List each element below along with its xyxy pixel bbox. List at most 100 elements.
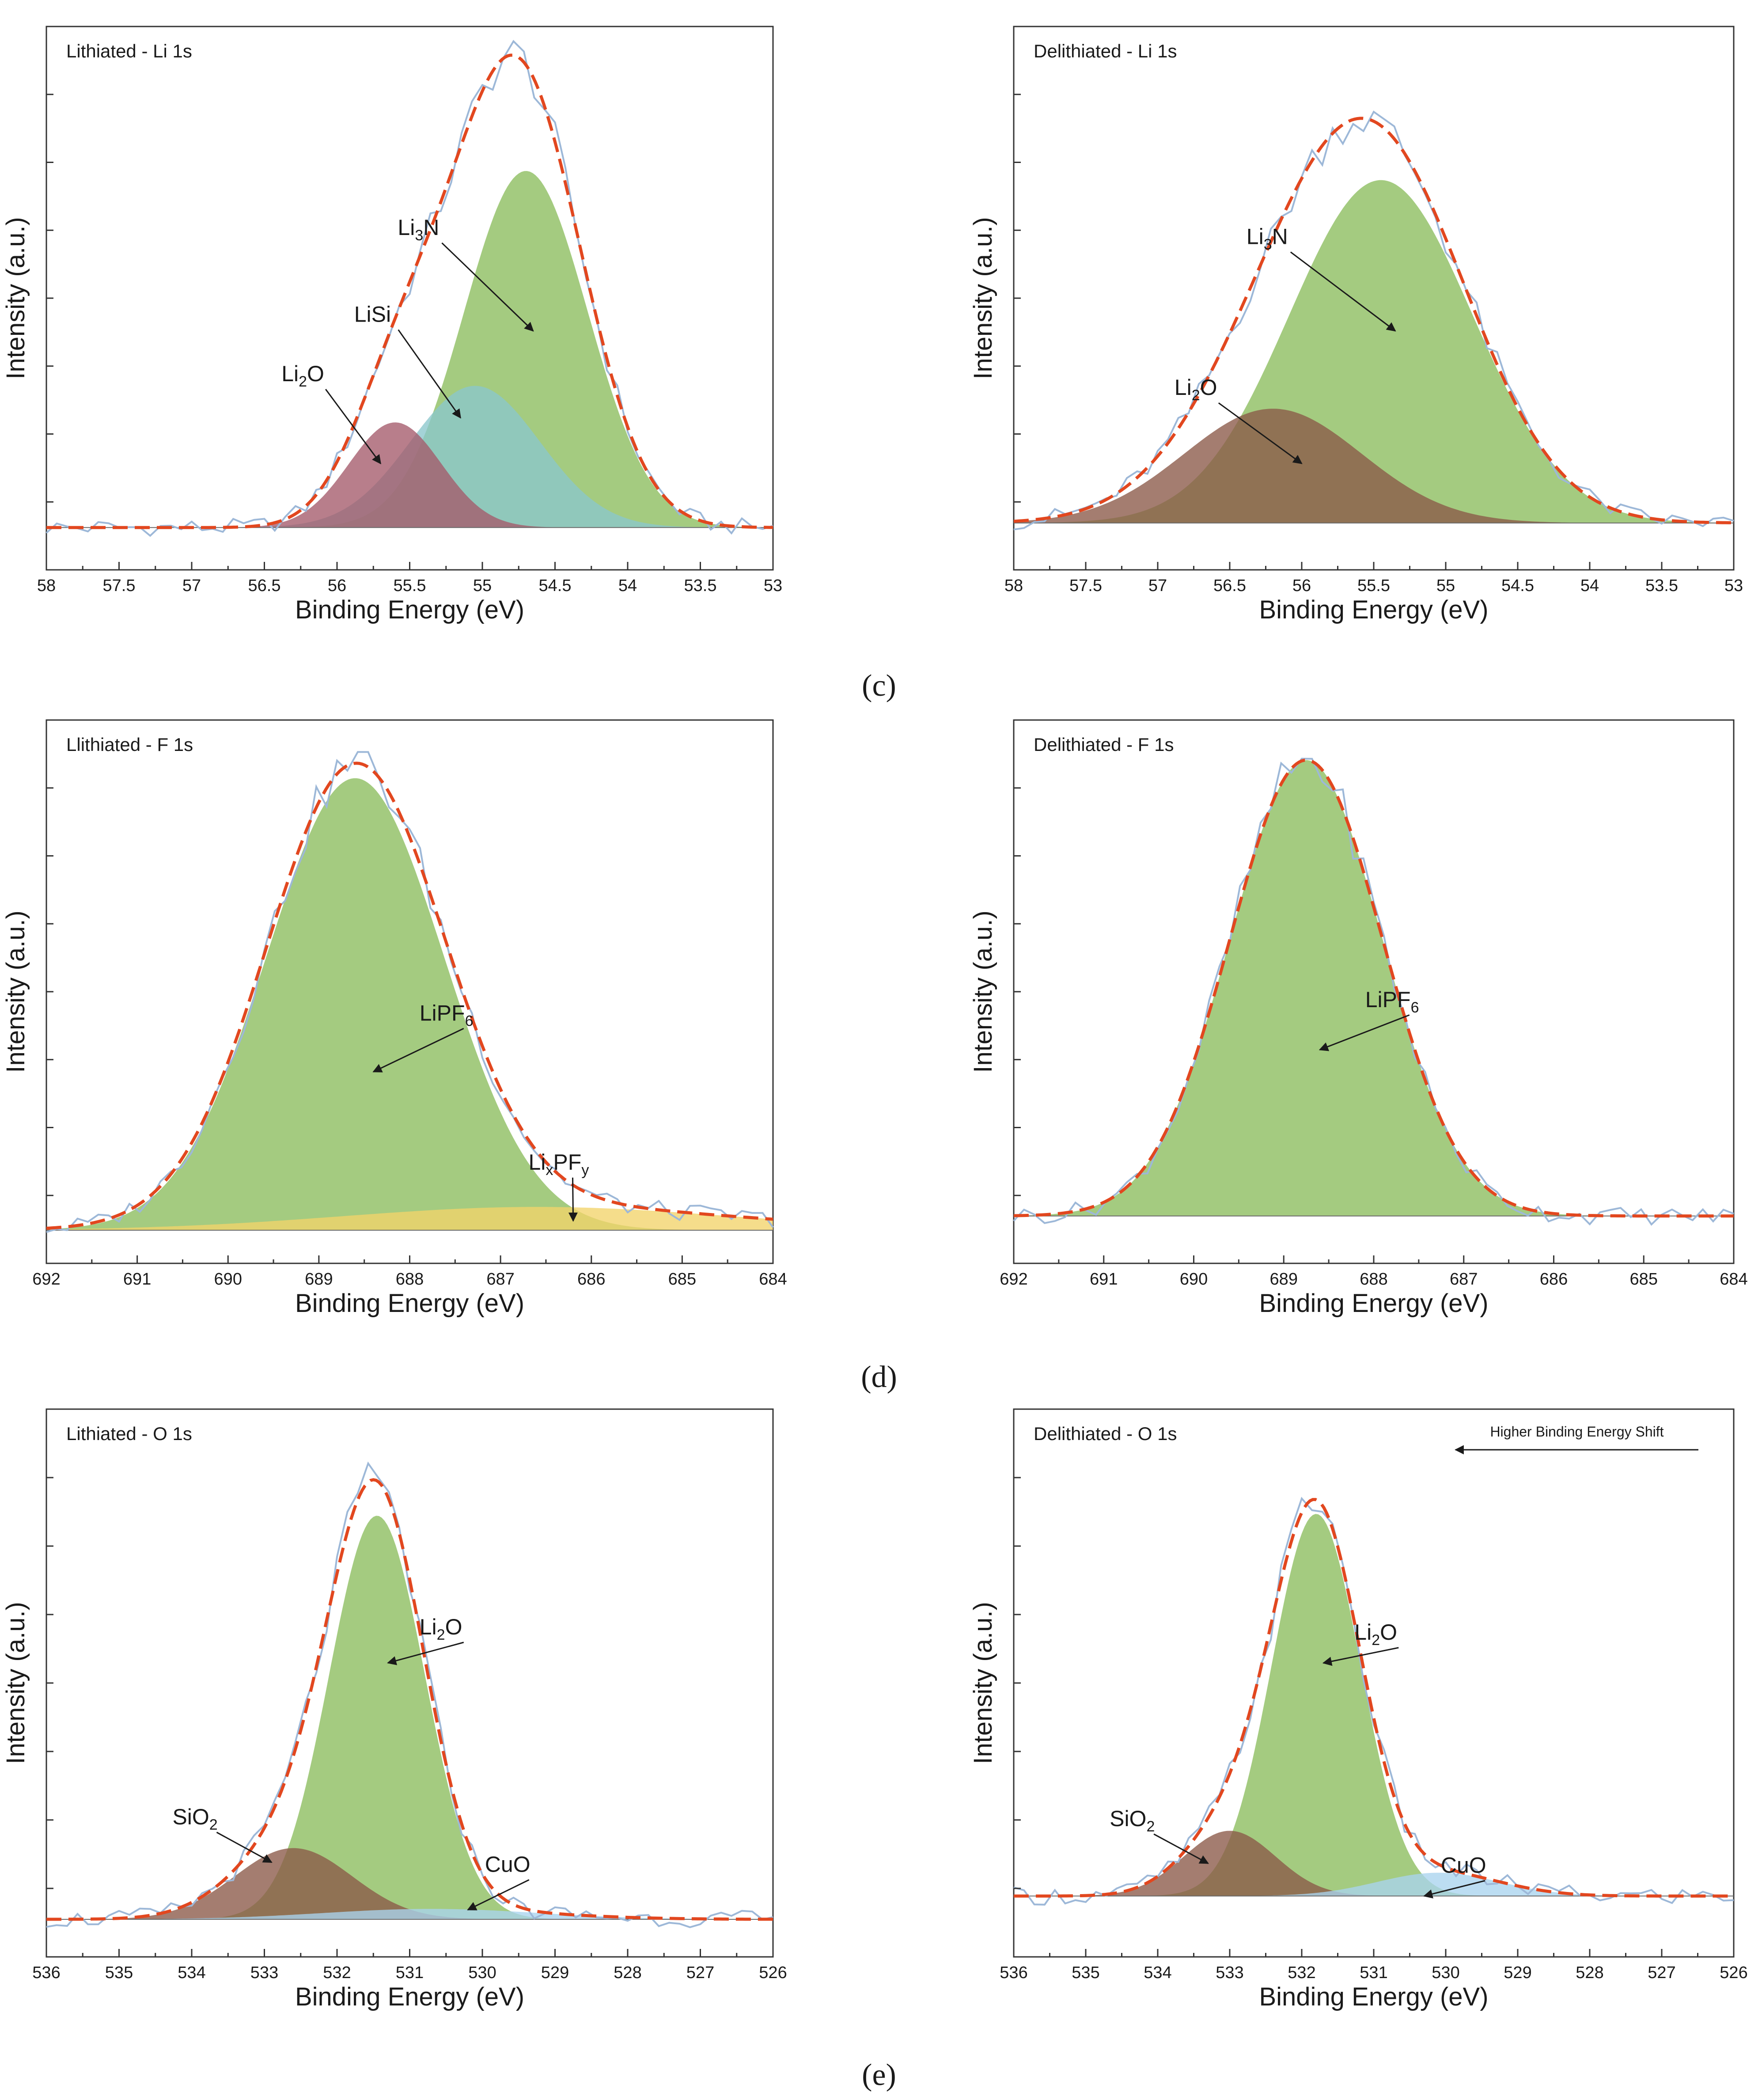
peak-label-lipf6: LiPF6 [1365, 987, 1419, 1016]
annotation-arrow [1218, 402, 1303, 464]
peak-label-li3n: Li3N [1247, 224, 1288, 253]
chart-panel-5: 536 535 534 533 532 531 530 529 528 527 526 Binding… [969, 1408, 1748, 2011]
x-tick-label: 534 [1144, 1964, 1171, 1982]
peak-area-li3n [46, 171, 773, 528]
x-tick-label: 689 [1270, 1270, 1298, 1289]
x-axis-label: Binding Energy (eV) [1259, 1289, 1488, 1318]
x-tick-label: 57.5 [103, 576, 136, 595]
x-tick-label: 532 [1288, 1964, 1315, 1982]
x-tick-label: 55 [1436, 576, 1455, 595]
annotation-arrow [372, 1027, 464, 1073]
peak-area-sio2 [1014, 1831, 1734, 1896]
x-tick-label: 691 [123, 1270, 151, 1289]
annotation-arrow [398, 329, 461, 419]
x-tick-label: 56 [328, 576, 346, 595]
y-axis-label: Intensity (a.u.) [1, 1602, 30, 1764]
x-tick-label: 534 [178, 1964, 205, 1982]
peak-area-li2o [1014, 409, 1734, 523]
panel-label-e: (e) [862, 2058, 896, 2092]
peak-label-li2o: Li2O [1354, 1620, 1397, 1649]
x-axis-label: Binding Energy (eV) [1259, 1982, 1488, 2011]
x-tick-label: 686 [577, 1270, 605, 1289]
x-tick-label: 684 [1720, 1270, 1747, 1289]
x-tick-label: 528 [1576, 1964, 1603, 1982]
x-tick-label: 56 [1292, 576, 1311, 595]
x-tick-label: 526 [759, 1964, 787, 1982]
x-axis-label: Binding Energy (eV) [295, 1982, 524, 2011]
x-tick-label: 531 [396, 1964, 424, 1982]
raw-data-line [46, 751, 774, 1233]
x-tick-label: 530 [1432, 1964, 1459, 1982]
x-axis-label: Binding Energy (eV) [295, 595, 524, 624]
y-axis-label: Intensity (a.u.) [969, 1602, 997, 1764]
fit-envelope-line [46, 762, 773, 1230]
peak-label-lisi: LiSi [354, 302, 391, 327]
panel-label-d: (d) [861, 1360, 897, 1394]
x-tick-label: 531 [1360, 1964, 1387, 1982]
peak-label-li2o: Li2O [420, 1615, 462, 1643]
panel-title: Delithiated - O 1s [1034, 1423, 1177, 1444]
peak-label-li2o: Li2O [1175, 375, 1217, 404]
peak-label-sio2: SiO2 [1110, 1806, 1155, 1835]
peak-area-lipf6 [46, 778, 773, 1230]
shift-annotation: Higher Binding Energy Shift [1490, 1424, 1663, 1440]
x-tick-label: 529 [1504, 1964, 1531, 1982]
x-tick-label: 687 [1450, 1270, 1478, 1289]
x-tick-label: 53.5 [1645, 576, 1678, 595]
annotation-arrow [1423, 1880, 1485, 1899]
panel-title: Delithiated - F 1s [1034, 734, 1174, 755]
x-tick-label: 54 [618, 576, 637, 595]
y-axis-label: Intensity (a.u.) [969, 217, 997, 379]
panel-title: Lithiated - O 1s [66, 1423, 192, 1444]
x-tick-label: 688 [396, 1270, 424, 1289]
peak-label-cuo: CuO [1441, 1853, 1486, 1878]
x-tick-label: 692 [32, 1270, 60, 1289]
x-tick-label: 58 [1004, 576, 1023, 595]
peak-label-lixpfy: LixPFy [529, 1150, 589, 1179]
panel-title: Llithiated - F 1s [66, 734, 193, 755]
annotation-arrow [467, 1879, 530, 1910]
x-tick-label: 53 [1724, 576, 1743, 595]
x-tick-label: 688 [1360, 1270, 1387, 1289]
chart-panel-1: 58 57.5 57 56.5 56 55.5 55 54.5 54 53.5 53 Binding … [969, 26, 1743, 624]
fit-envelope-line [1014, 1498, 1734, 1898]
x-tick-label: 528 [614, 1964, 641, 1982]
peak-area-lipf6 [1014, 760, 1734, 1216]
peak-area-lixpfy [46, 1207, 773, 1230]
x-tick-label: 57 [1148, 576, 1167, 595]
x-axis-label: Binding Energy (eV) [1259, 595, 1488, 624]
panel-title: Lithiated - Li 1s [66, 41, 192, 61]
x-tick-label: 535 [105, 1964, 133, 1982]
x-tick-label: 56.5 [248, 576, 281, 595]
x-tick-label: 56.5 [1213, 576, 1246, 595]
x-tick-label: 536 [32, 1964, 60, 1982]
x-tick-label: 535 [1072, 1964, 1099, 1982]
x-tick-label: 527 [1648, 1964, 1675, 1982]
peak-area-li2o [46, 1516, 773, 1919]
peak-label-li3n: Li3N [398, 215, 439, 244]
peak-label-cuo: CuO [485, 1852, 530, 1877]
fit-envelope-line [1013, 758, 1734, 1218]
x-tick-label: 533 [1216, 1964, 1243, 1982]
x-tick-label: 57 [182, 576, 201, 595]
annotation-arrow [387, 1641, 464, 1665]
peak-area-li2o [46, 422, 773, 528]
x-tick-label: 685 [1630, 1270, 1658, 1289]
x-tick-label: 689 [305, 1270, 333, 1289]
x-axis-label: Binding Energy (eV) [295, 1289, 524, 1318]
chart-panel-4: 536 535 534 533 532 531 530 529 528 527 526 Binding… [1, 1408, 787, 2011]
x-tick-label: 55.5 [1357, 576, 1390, 595]
x-tick-label: 533 [250, 1964, 278, 1982]
x-tick-label: 54 [1580, 576, 1599, 595]
fit-envelope-line [46, 53, 773, 529]
annotation-arrow [1322, 1647, 1399, 1666]
x-tick-label: 55 [473, 576, 492, 595]
x-tick-label: 54.5 [1501, 576, 1534, 595]
x-tick-label: 53.5 [684, 576, 717, 595]
x-tick-label: 684 [759, 1270, 787, 1289]
x-tick-label: 526 [1720, 1964, 1747, 1982]
x-tick-label: 690 [214, 1270, 242, 1289]
x-tick-label: 687 [486, 1270, 514, 1289]
x-tick-label: 58 [37, 576, 56, 595]
